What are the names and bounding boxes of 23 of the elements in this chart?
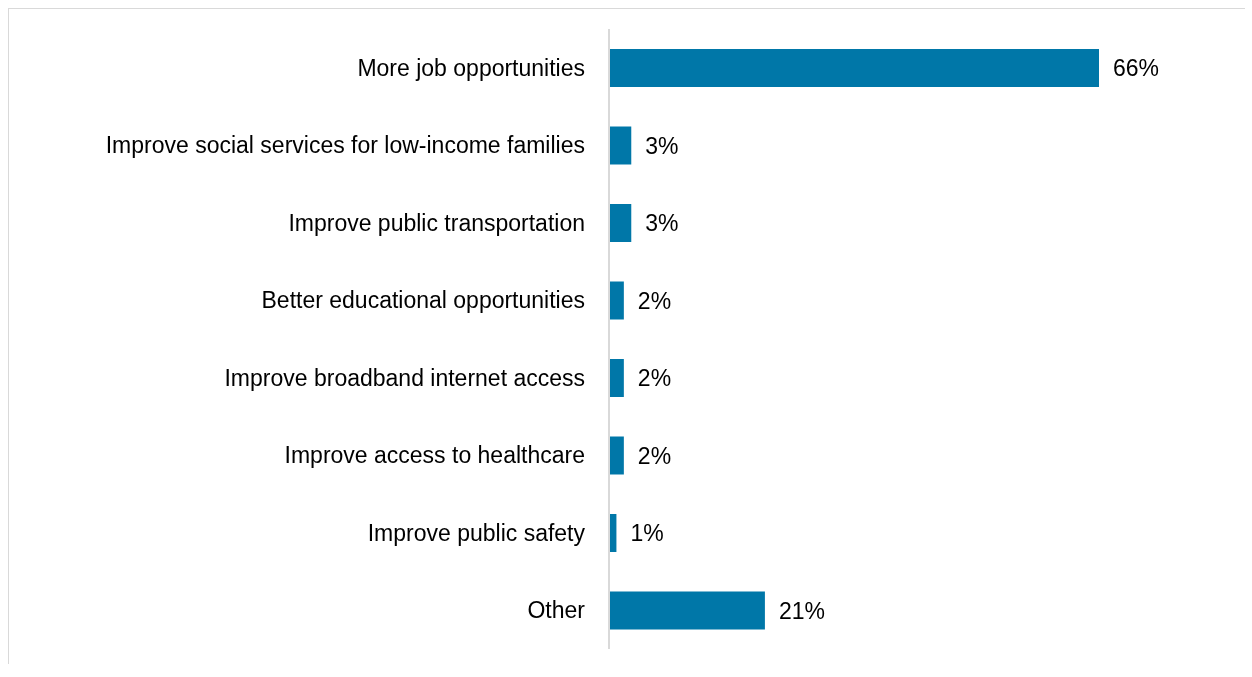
bar	[609, 281, 624, 320]
y-tick-label: Improve broadband internet access	[224, 364, 585, 391]
y-tick-label: Better educational opportunities	[261, 287, 585, 314]
y-tick-label: Improve public transportation	[288, 209, 585, 236]
data-label: 1%	[630, 520, 664, 547]
y-tick-label: Improve access to healthcare	[284, 442, 585, 469]
y-tick-label: More job opportunities	[357, 54, 585, 81]
bar	[609, 359, 624, 397]
bar	[609, 126, 632, 165]
data-label: 21%	[778, 597, 825, 624]
bar	[609, 591, 765, 630]
data-label: 2%	[637, 287, 672, 314]
data-label: 66%	[1113, 55, 1160, 82]
bar	[609, 49, 1099, 87]
y-tick-label: Other	[527, 597, 586, 624]
data-label: 3%	[645, 132, 679, 159]
data-label: 2%	[637, 442, 672, 469]
y-tick-label: Improve public safety	[367, 519, 586, 546]
data-label: 2%	[637, 365, 672, 392]
bar	[609, 436, 624, 475]
data-label: 3%	[645, 210, 679, 237]
y-tick-label: Improve social services for low-income families	[105, 132, 585, 159]
bar	[609, 204, 632, 242]
